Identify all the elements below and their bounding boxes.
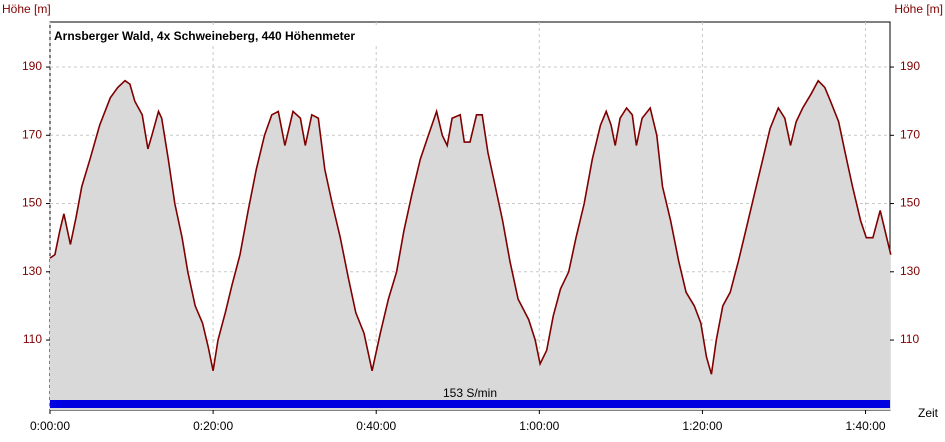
line: [49, 79, 892, 375]
annotation: 153 S/min: [443, 386, 497, 400]
area-layer: [49, 79, 892, 410]
x-tick-label: 1:00:00: [519, 419, 559, 433]
title-box: [52, 26, 457, 46]
y-tick-label: 110: [23, 332, 42, 346]
x-tick-label: 0:20:00: [193, 419, 233, 433]
chart-title: Arnsberger Wald, 4x Schweineberg, 440 Hö…: [54, 29, 355, 43]
y2-tick-label: 130: [900, 264, 920, 278]
x-tick-label: 0:40:00: [356, 419, 396, 433]
x-tick-label: 1:40:00: [846, 419, 886, 433]
y2-tick-label: 110: [900, 332, 919, 346]
y-tick-label: 190: [22, 59, 42, 73]
y2-tick-label: 190: [900, 59, 920, 73]
y-tick-label: 150: [22, 196, 42, 210]
y2-tick-label: 150: [900, 196, 920, 210]
y2-tick-label: 170: [900, 127, 920, 141]
y2-axis-label: Höhe [m]: [894, 2, 943, 16]
x-tick-label: 1:20:00: [682, 419, 722, 433]
y-axis-label: Höhe [m]: [2, 2, 51, 16]
cadence-bar: [50, 400, 890, 408]
area-fill: [50, 80, 891, 410]
y-tick-label: 170: [22, 127, 42, 141]
x-tick-label: 0:00:00: [30, 419, 70, 433]
x-axis-label: Zeit: [918, 406, 939, 420]
y-tick-label: 130: [22, 264, 42, 278]
